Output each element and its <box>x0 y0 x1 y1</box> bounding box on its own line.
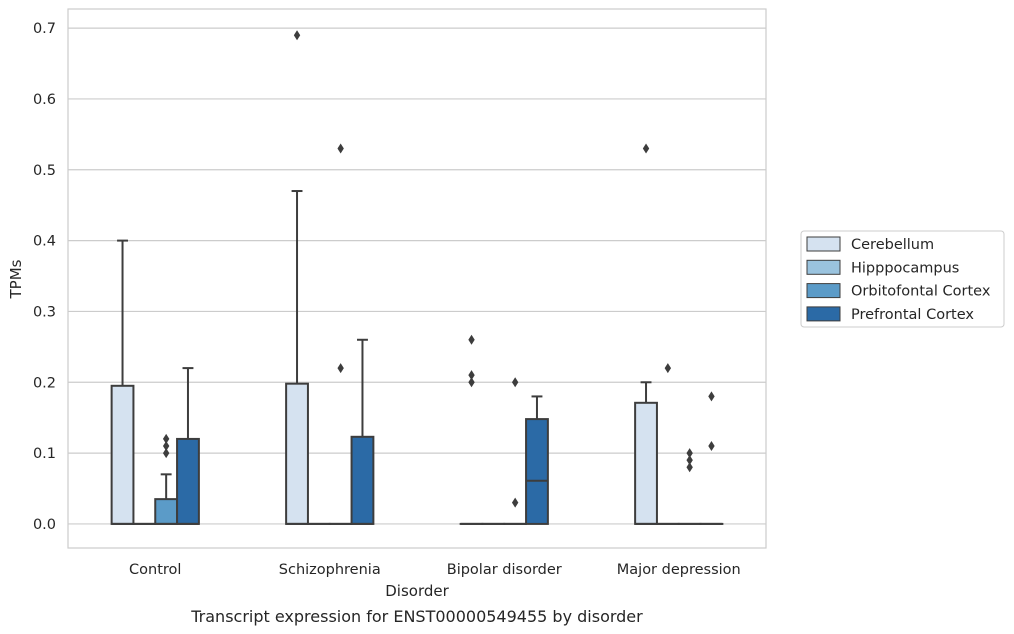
box-orbitofontal-cortex <box>328 143 353 525</box>
outlier-point <box>468 377 475 388</box>
outlier-point <box>708 391 715 402</box>
outlier-point <box>337 363 344 374</box>
legend-frame <box>800 230 1005 328</box>
y-tick-label: 0.6 <box>33 92 56 108</box>
x-tick-label: Schizophrenia <box>279 562 381 578</box>
outlier-point <box>293 30 301 41</box>
outlier-point <box>511 497 519 508</box>
y-tick-label: 0.2 <box>33 375 56 391</box>
y-tick-label: 0.3 <box>33 304 56 320</box>
box-orbitofontal-cortex <box>503 377 528 525</box>
legend-swatch <box>806 236 841 252</box>
y-tick-labels: 0.0 0.1 0.2 0.3 0.4 0.5 0.6 0.7 <box>33 21 56 533</box>
legend-label: Orbitofontal Cortex <box>851 284 991 300</box>
box-prefrontal-cortex <box>699 391 724 525</box>
chart-title: Transcript expression for ENST0000054945… <box>190 607 643 626</box>
outlier-point <box>664 363 672 374</box>
legend-label: Hipppocampus <box>851 260 959 276</box>
plot-frame <box>67 8 767 549</box>
box-body <box>634 401 658 525</box>
box-body <box>285 382 309 525</box>
legend: Cerebellum Hipppocampus Orbitofontal Corte… <box>800 230 1005 328</box>
box-cerebellum <box>285 30 309 525</box>
box-prefrontal-cortex <box>176 367 200 525</box>
y-tick-label: 0.0 <box>33 517 56 533</box>
box-prefrontal-cortex <box>350 338 375 525</box>
box-cerebellum <box>459 334 484 525</box>
outlier-point <box>511 377 519 388</box>
y-tick-label: 0.5 <box>33 163 56 179</box>
legend-swatch <box>806 283 841 299</box>
box-body <box>176 437 200 525</box>
legend-swatch <box>806 259 841 275</box>
grid-lines <box>68 27 766 525</box>
x-axis-label: Disorder <box>385 582 449 600</box>
outlier-point <box>162 433 170 444</box>
outlier-point <box>162 448 170 459</box>
x-tick-label: Bipolar disorder <box>447 562 562 578</box>
outlier-point <box>642 143 650 154</box>
box-prefrontal-cortex <box>525 395 549 525</box>
box-cerebellum <box>110 239 135 525</box>
box-body <box>110 384 135 525</box>
legend-label: Prefrontal Cortex <box>851 307 974 323</box>
y-tick-label: 0.4 <box>33 234 56 250</box>
x-tick-label: Control <box>129 562 181 578</box>
outlier-point <box>686 448 693 459</box>
outlier-point <box>708 441 715 452</box>
box-orbitofontal-cortex <box>154 433 179 525</box>
outlier-point <box>162 441 170 452</box>
x-tick-label: Major depression <box>617 562 741 578</box>
outlier-point <box>468 370 475 381</box>
y-axis-label: TPMs <box>7 259 25 299</box>
y-tick-label: 0.1 <box>33 446 56 462</box>
x-tick-labels: Control Schizophrenia Bipolar disorder Majo… <box>129 562 741 578</box>
outlier-point <box>686 455 693 466</box>
outlier-point <box>337 143 344 154</box>
box-hipppocampus <box>655 363 680 525</box>
box-body <box>525 418 549 525</box>
outlier-point <box>686 462 693 473</box>
box-body <box>154 498 179 525</box>
box-orbitofontal-cortex <box>677 448 702 525</box>
legend-label: Cerebellum <box>851 237 934 253</box>
box-cerebellum <box>634 143 658 525</box>
outlier-point <box>468 334 475 345</box>
box-body <box>350 435 375 525</box>
y-tick-label: 0.7 <box>33 21 56 37</box>
box-series <box>110 30 724 525</box>
legend-swatch <box>806 306 841 322</box>
